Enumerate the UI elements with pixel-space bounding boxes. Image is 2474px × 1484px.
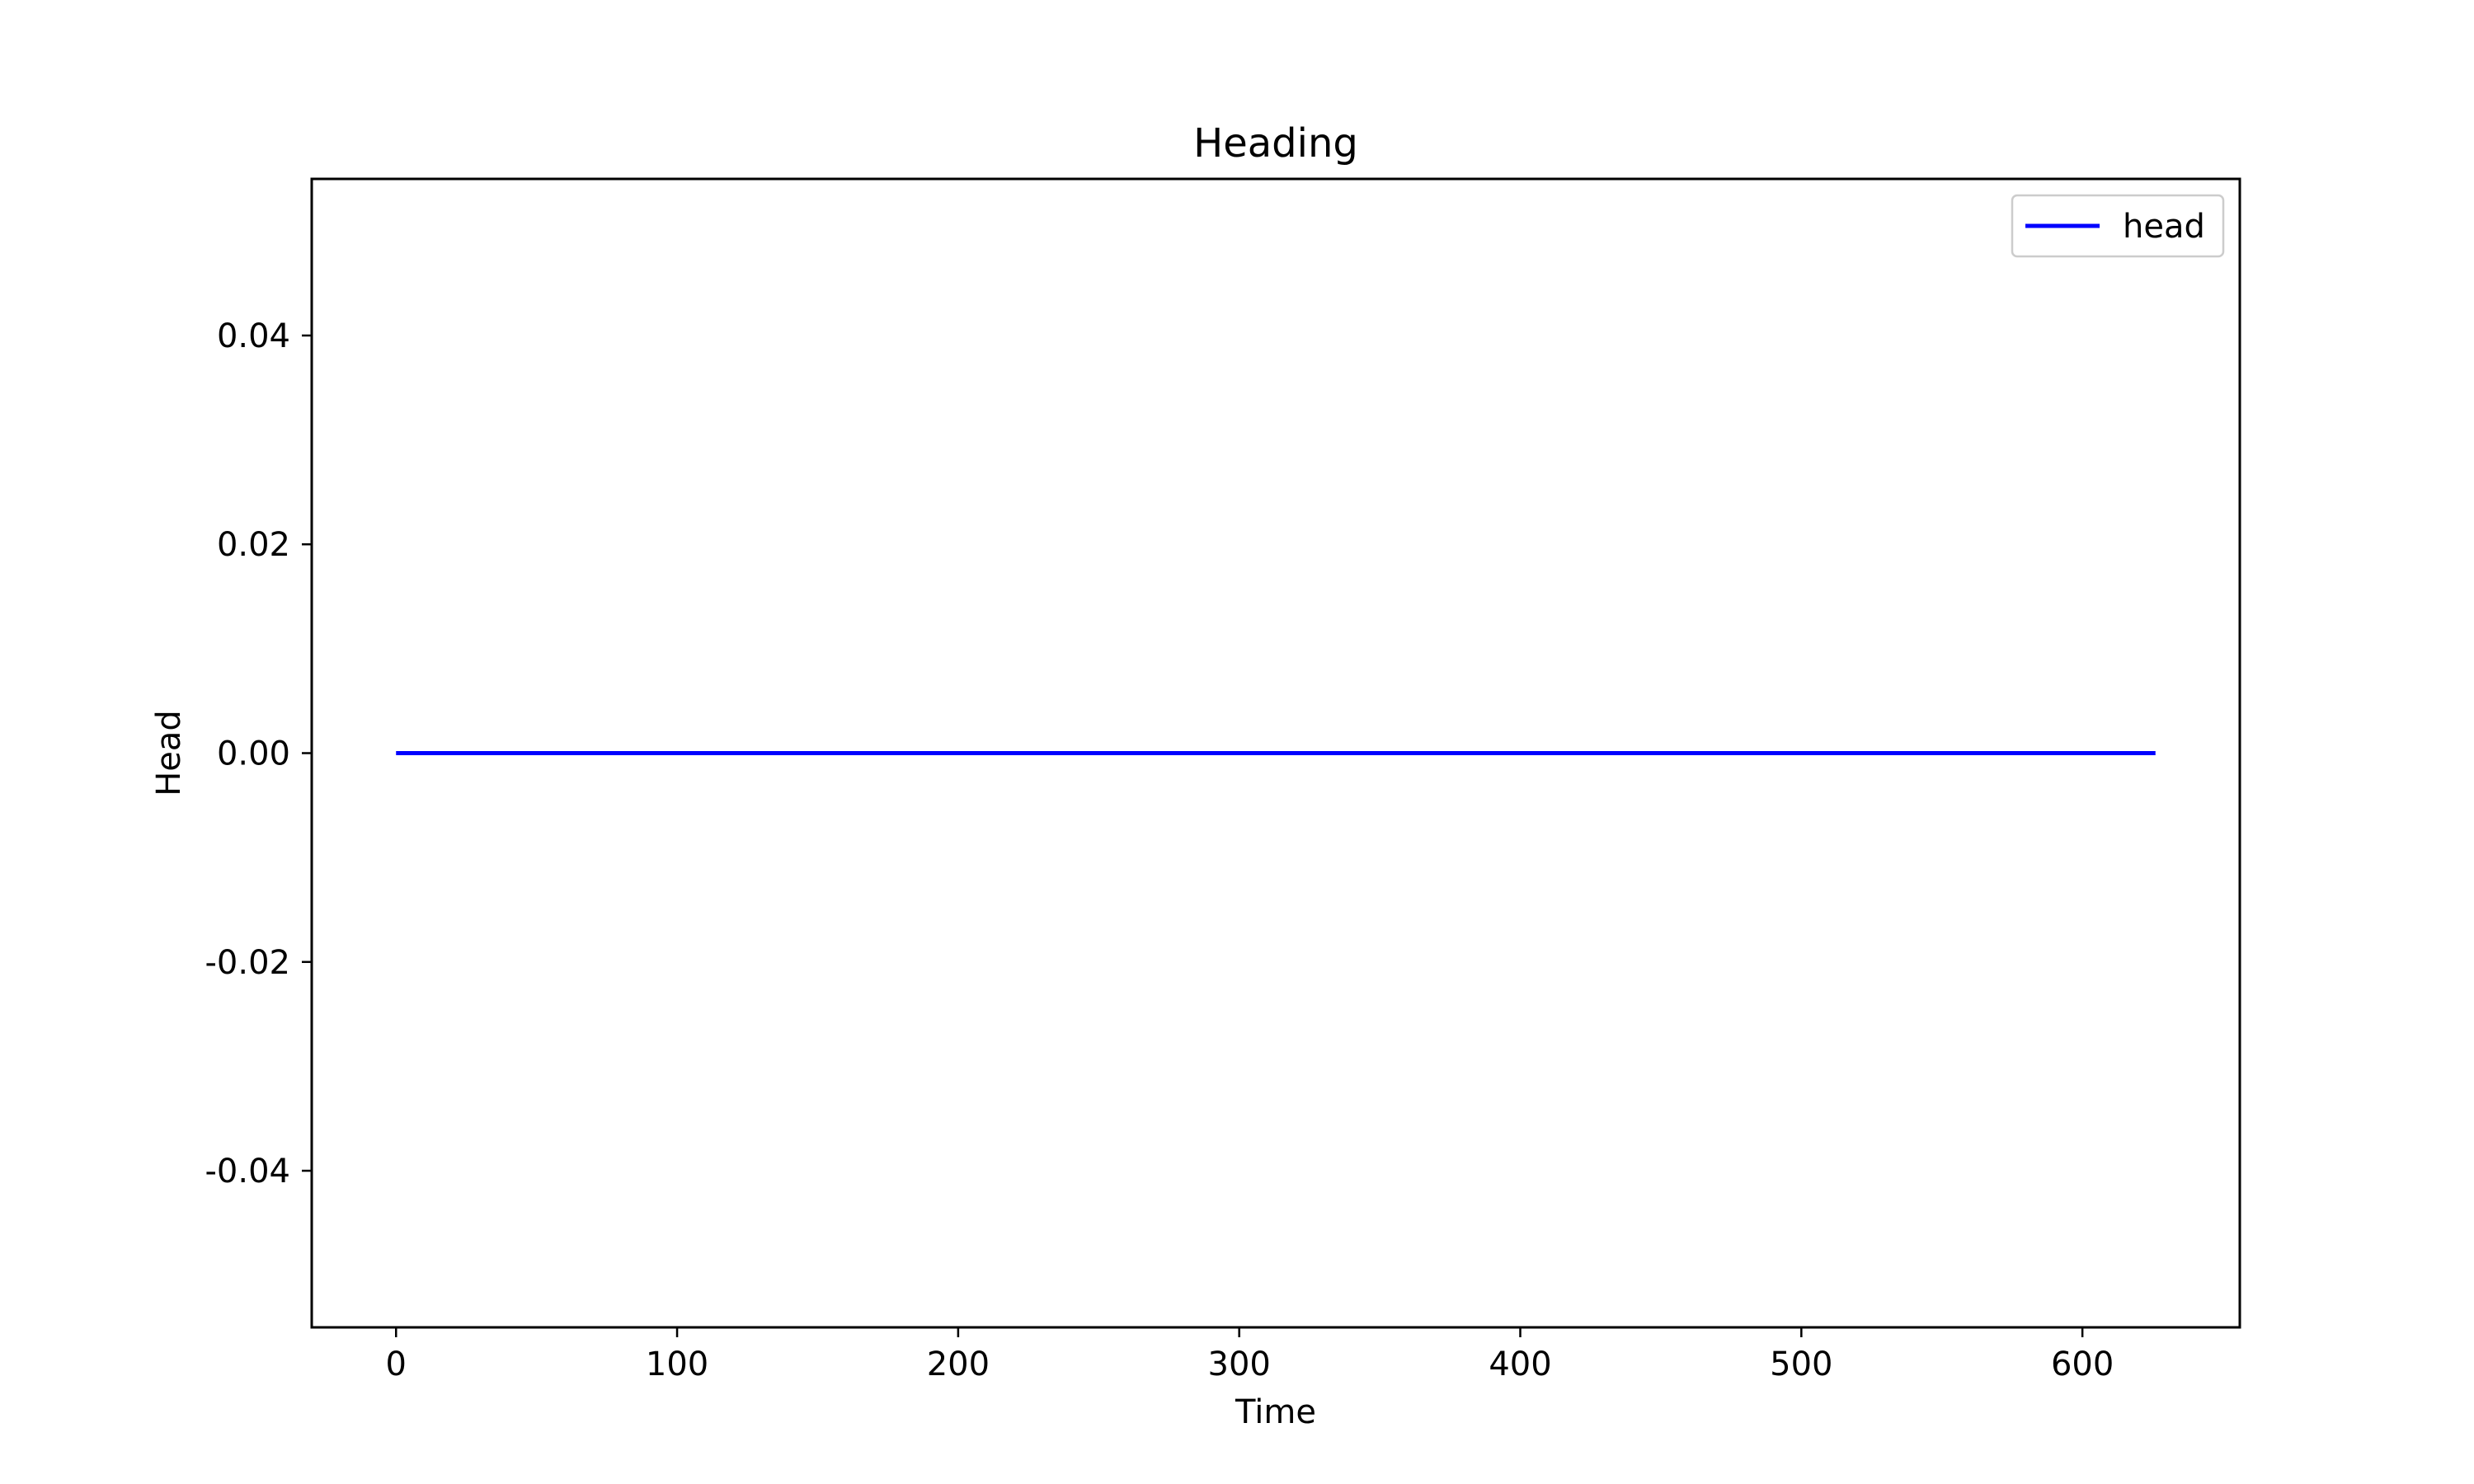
y-axis-label: Head: [150, 710, 188, 796]
x-tick-label: 0: [386, 1345, 407, 1383]
y-tick-label: -0.02: [205, 944, 291, 982]
legend: head: [2011, 194, 2225, 258]
x-tick-label: 400: [1489, 1345, 1551, 1383]
x-tick-label: 600: [2051, 1345, 2114, 1383]
x-axis-label: Time: [1235, 1393, 1316, 1431]
y-tick-label: 0.04: [217, 317, 290, 355]
y-tick-label: -0.04: [205, 1153, 291, 1190]
legend-label: head: [2123, 208, 2205, 246]
x-axis: 0 100 200 300 400 500 600: [386, 1327, 2114, 1383]
y-tick-label: 0.00: [217, 735, 290, 773]
y-axis: -0.04 -0.02 0.00 0.02 0.04: [205, 317, 312, 1190]
x-tick-label: 500: [1770, 1345, 1832, 1383]
x-tick-label: 100: [646, 1345, 708, 1383]
x-tick-label: 200: [927, 1345, 990, 1383]
legend-frame: [2011, 194, 2225, 258]
chart-title: Heading: [1193, 120, 1358, 167]
x-tick-label: 300: [1208, 1345, 1271, 1383]
y-tick-label: 0.02: [217, 526, 290, 564]
